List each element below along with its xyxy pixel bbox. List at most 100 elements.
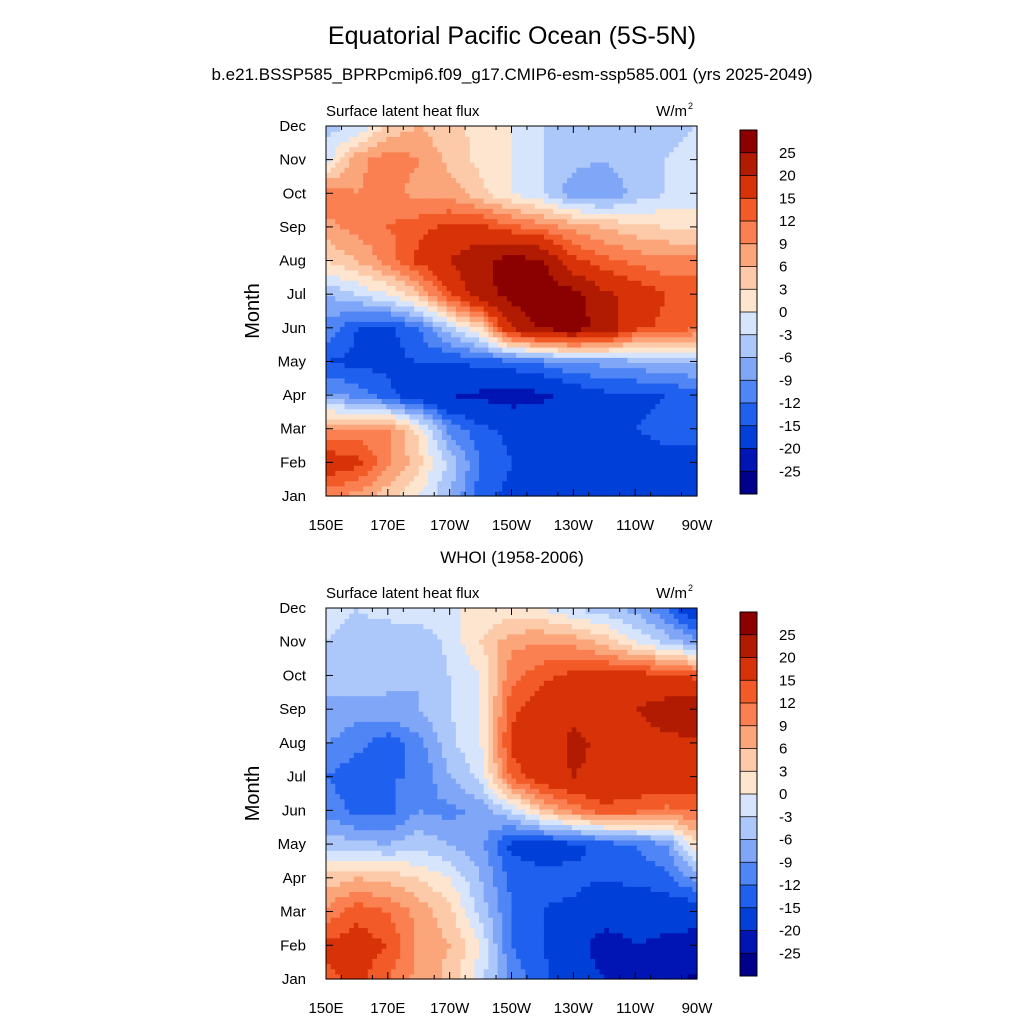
heatmap-cell	[613, 444, 619, 451]
heatmap-cell	[335, 352, 341, 358]
heatmap-cell	[645, 398, 652, 405]
heatmap-cell	[377, 393, 383, 399]
heatmap-cell	[455, 382, 462, 389]
heatmap-cell	[655, 418, 661, 425]
heatmap-cell	[534, 280, 540, 286]
heatmap-cell	[451, 197, 457, 204]
heatmap-cell	[608, 331, 615, 338]
heatmap-cell	[530, 336, 536, 343]
heatmap-cell	[687, 475, 693, 482]
heatmap-cell	[613, 336, 619, 343]
heatmap-cell	[548, 465, 554, 471]
heatmap-cell	[683, 275, 689, 281]
heatmap-cell	[516, 213, 522, 220]
heatmap-cell	[441, 239, 448, 245]
heatmap-cell	[632, 336, 638, 343]
heatmap-cell	[557, 403, 564, 410]
heatmap-cell	[669, 398, 675, 405]
heatmap-cell	[548, 239, 554, 245]
heatmap-cell	[479, 280, 485, 286]
heatmap-cell	[414, 280, 420, 286]
heatmap-cell	[377, 357, 383, 363]
heatmap-cell	[428, 444, 434, 451]
heatmap-cell	[557, 182, 564, 189]
heatmap-cell	[567, 490, 573, 497]
heatmap-cell	[608, 362, 615, 369]
heatmap-cell	[599, 475, 605, 482]
heatmap-cell	[594, 434, 601, 441]
heatmap-cell	[386, 485, 392, 492]
heatmap-cell	[632, 413, 638, 420]
heatmap-cell	[520, 203, 527, 209]
heatmap-cell	[636, 424, 642, 430]
heatmap-cell	[539, 362, 545, 369]
heatmap-cell	[543, 341, 550, 348]
heatmap-cell	[358, 172, 364, 178]
heatmap-cell	[404, 285, 411, 292]
heatmap-cell	[608, 275, 615, 281]
heatmap-cell	[330, 249, 336, 256]
heatmap-cell	[562, 377, 568, 384]
heatmap-cell	[400, 439, 406, 446]
heatmap-cell	[687, 388, 693, 394]
heatmap-cell	[687, 269, 693, 276]
heatmap-cell	[363, 475, 369, 482]
heatmap-cell	[404, 460, 411, 466]
heatmap-cell	[594, 233, 601, 240]
heatmap-cell	[594, 203, 601, 209]
heatmap-cell	[567, 480, 573, 487]
heatmap-cell	[437, 290, 443, 297]
heatmap-cell	[441, 249, 448, 256]
heatmap-cell	[428, 213, 434, 220]
heatmap-cell	[627, 408, 633, 415]
heatmap-cell	[655, 208, 661, 214]
heatmap-cell	[363, 470, 369, 477]
heatmap-cell	[608, 259, 615, 266]
heatmap-cell	[367, 336, 373, 343]
heatmap-cell	[576, 429, 582, 435]
heatmap-cell	[326, 187, 332, 194]
heatmap-cell	[381, 197, 387, 204]
heatmap-cell	[678, 393, 684, 399]
heatmap-cell	[409, 172, 415, 178]
heatmap-cell	[492, 249, 499, 256]
heatmap-cell	[604, 203, 610, 209]
heatmap-cell	[678, 249, 684, 256]
heatmap-cell	[562, 424, 568, 430]
heatmap-cell	[395, 249, 401, 256]
heatmap-cell	[469, 377, 475, 384]
heatmap-cell	[414, 172, 420, 178]
heatmap-cell	[428, 398, 434, 405]
heatmap-cell	[418, 424, 424, 430]
heatmap-cell	[585, 413, 591, 420]
heatmap-cell	[613, 413, 619, 420]
heatmap-cell	[687, 465, 693, 471]
heatmap-cell	[673, 280, 680, 286]
heatmap-cell	[590, 444, 596, 451]
heatmap-cell	[576, 336, 582, 343]
heatmap-cell	[632, 357, 638, 363]
heatmap-cell	[659, 295, 666, 302]
heatmap-cell	[372, 295, 378, 302]
heatmap-cell	[683, 403, 689, 410]
heatmap-cell	[604, 429, 610, 435]
heatmap-cell	[330, 367, 336, 374]
heatmap-cell	[608, 434, 615, 441]
heatmap-cell	[390, 239, 397, 245]
heatmap-cell	[678, 485, 684, 492]
heatmap-cell	[576, 197, 582, 204]
heatmap-cell	[492, 254, 499, 261]
heatmap-cell	[414, 346, 420, 353]
heatmap-cell	[479, 388, 485, 394]
heatmap-cell	[562, 382, 568, 389]
heatmap-cell	[581, 192, 587, 199]
heatmap-cell	[446, 485, 452, 492]
heatmap-cell	[460, 172, 466, 178]
heatmap-cell	[367, 382, 373, 389]
heatmap-cell	[678, 326, 684, 333]
heatmap-cell	[534, 254, 540, 261]
heatmap-cell	[543, 177, 550, 184]
heatmap-cell	[636, 490, 642, 497]
heatmap-cell	[511, 444, 517, 451]
heatmap-cell	[650, 305, 656, 312]
